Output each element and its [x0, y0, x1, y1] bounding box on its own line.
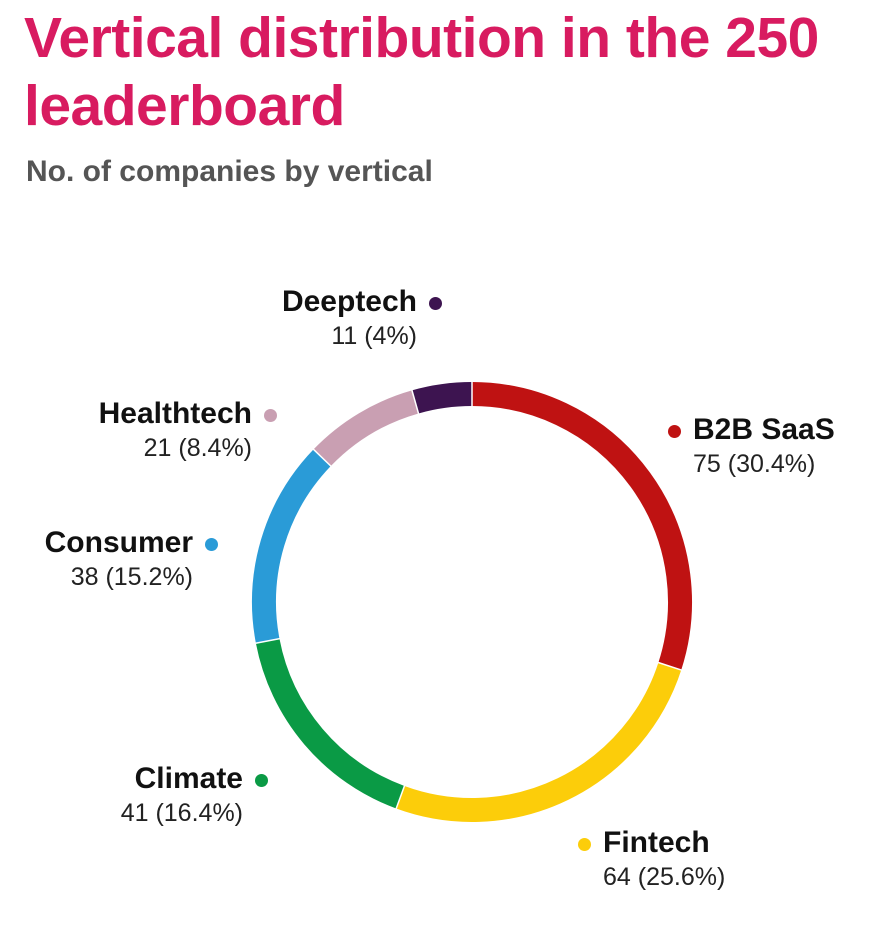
legend-b2b-saas-name-row: B2B SaaS: [668, 412, 835, 448]
legend-fintech-name-row: Fintech: [578, 825, 725, 861]
legend-climate-name-row: Climate: [121, 761, 268, 797]
legend-b2b-saas-value: 75 (30.4%): [693, 450, 816, 478]
legend-consumer-value: 38 (15.2%): [70, 563, 193, 591]
slice-separator: [312, 448, 333, 468]
legend-b2b-saas: B2B SaaS 75 (30.4%): [668, 412, 835, 480]
legend-healthtech-label: Healthtech: [98, 397, 252, 430]
legend-deeptech: Deeptech 11 (4%): [282, 284, 442, 352]
slice-separator: [410, 389, 420, 415]
slice-healthtech: [313, 390, 419, 467]
donut-slices: [252, 381, 692, 822]
legend-deeptech-label: Deeptech: [281, 285, 417, 318]
slice-consumer: [252, 449, 331, 644]
chart-title: Vertical distribution in the 250 leaderb…: [24, 6, 819, 138]
legend-healthtech-value: 21 (8.4%): [143, 434, 252, 462]
legend-b2b-saas-label: B2B SaaS: [693, 413, 835, 446]
slice-separator: [657, 661, 683, 672]
slice-b2b-saas: [471, 382, 692, 670]
legend-fintech-label: Fintech: [603, 826, 710, 859]
slice-deeptech: [411, 382, 473, 414]
deeptech-dot-icon: [429, 296, 442, 310]
legend-consumer-label: Consumer: [44, 526, 193, 559]
slice-separator: [254, 637, 281, 645]
b2b-saas-dot-icon: [668, 424, 681, 438]
legend-consumer: Consumer 38 (15.2%): [45, 525, 218, 593]
legend-deeptech-value: 11 (4%): [331, 322, 417, 350]
slice-fintech: [396, 662, 682, 822]
fintech-dot-icon: [578, 837, 591, 851]
legend-climate: Climate 41 (16.4%): [121, 761, 268, 829]
climate-dot-icon: [255, 773, 268, 787]
healthtech-dot-icon: [264, 408, 277, 422]
legend-climate-label: Climate: [134, 762, 243, 795]
legend-climate-value: 41 (16.4%): [120, 799, 243, 827]
legend-healthtech: Healthtech 21 (8.4%): [99, 396, 277, 464]
slice-climate: [255, 638, 405, 809]
legend-consumer-name-row: Consumer: [45, 525, 218, 561]
consumer-dot-icon: [205, 537, 218, 551]
chart-subtitle: No. of companies by vertical: [26, 155, 433, 188]
legend-deeptech-name-row: Deeptech: [282, 284, 442, 320]
slice-separator: [395, 784, 406, 810]
legend-fintech-value: 64 (25.6%): [603, 863, 726, 891]
legend-fintech: Fintech 64 (25.6%): [578, 825, 725, 893]
legend-healthtech-name-row: Healthtech: [99, 396, 277, 432]
